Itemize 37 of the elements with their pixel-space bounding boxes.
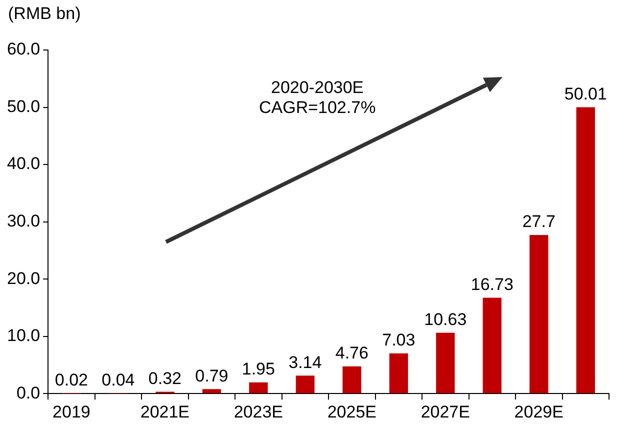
data-label: 50.01 (564, 84, 607, 104)
annotation: CAGR=102.7% (258, 98, 376, 118)
x-tick-label: 2027E (420, 402, 470, 422)
data-label: 0.79 (195, 366, 228, 386)
bar (436, 332, 455, 394)
bar (296, 376, 315, 394)
bar (249, 382, 268, 394)
bar (342, 366, 362, 394)
y-tick-label: 30.0 (6, 211, 40, 230)
bar (389, 353, 408, 394)
data-label: 0.02 (54, 370, 88, 390)
y-tick-label: 40.0 (6, 154, 40, 174)
bar (202, 389, 222, 394)
data-label: 7.03 (382, 330, 416, 350)
data-label: 3.14 (288, 352, 322, 372)
y-tick-label: 0.0 (16, 383, 40, 402)
data-label: 16.73 (470, 274, 514, 294)
data-label: 0.32 (148, 368, 182, 388)
annotation: 2020-2030E (271, 78, 364, 98)
data-label: 27.7 (522, 212, 556, 232)
bar (576, 107, 595, 394)
y-tick-label: 20.0 (6, 268, 40, 288)
y-tick-label: 50.0 (6, 96, 40, 116)
bar (530, 234, 548, 394)
data-label: 10.63 (424, 310, 467, 329)
x-tick-label: 2023E (234, 402, 284, 422)
bar (482, 298, 502, 394)
x-tick-label: 2019 (52, 402, 90, 422)
x-tick-label: 2021E (140, 402, 190, 422)
data-label: 0.04 (102, 370, 135, 390)
y-tick-label: 10.0 (6, 326, 40, 346)
y-tick-label: 60.0 (6, 40, 40, 59)
data-label: 4.76 (335, 344, 368, 363)
data-label: 1.95 (242, 360, 275, 379)
x-tick-label: 2025E (327, 402, 376, 422)
x-tick-label: 2029E (514, 402, 564, 422)
y-axis-title: (RMB bn) (8, 4, 81, 24)
